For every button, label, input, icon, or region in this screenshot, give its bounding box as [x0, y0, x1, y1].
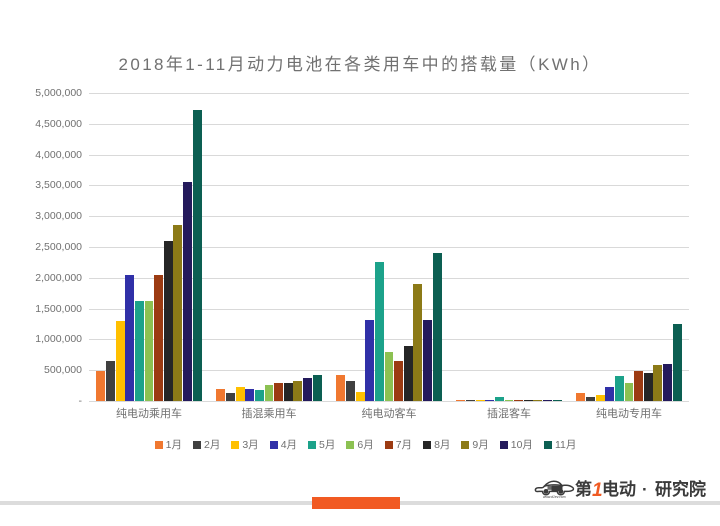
svg-text:研究院: 研究院	[655, 479, 706, 499]
svg-text:第: 第	[575, 479, 592, 499]
svg-text:www.d1ev.com: www.d1ev.com	[543, 495, 566, 499]
svg-text:·: ·	[642, 480, 648, 499]
svg-text:电动: 电动	[602, 479, 636, 499]
svg-text:1: 1	[592, 480, 603, 499]
